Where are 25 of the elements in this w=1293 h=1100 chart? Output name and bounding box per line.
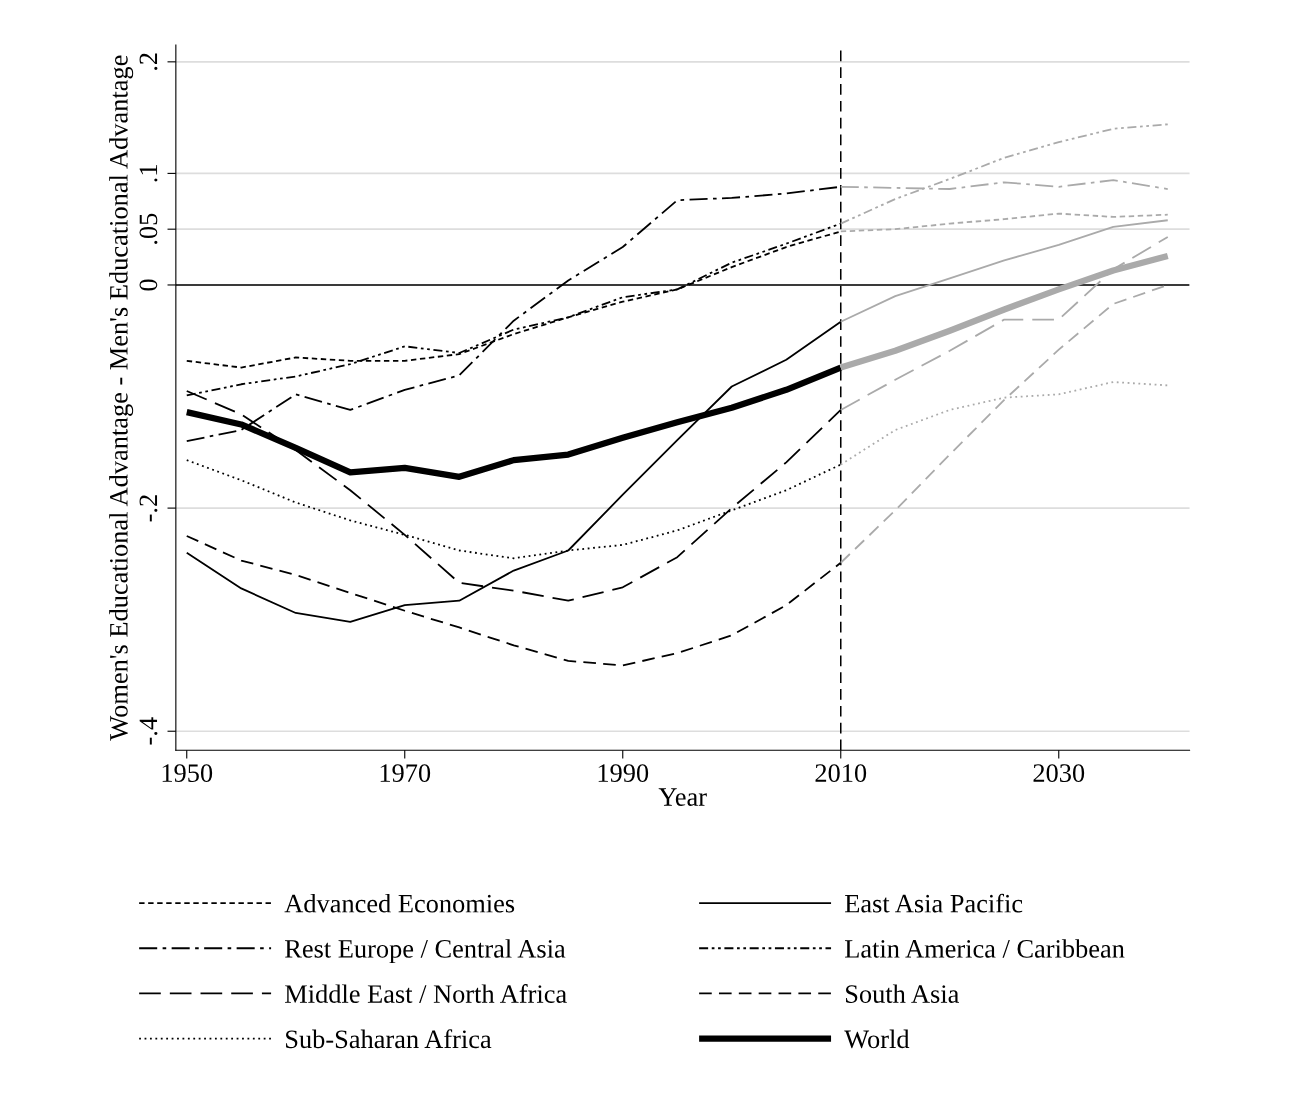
line-series [839,219,1169,323]
y-tick-label: -.4 [139,717,158,745]
line-series [839,236,1169,411]
x-tick-label: 2030 [1033,764,1085,782]
legend-label: Sub-Saharan Africa [286,1029,492,1049]
y-tick-label: .1 [139,165,158,182]
x-tick-label: 1970 [380,764,431,782]
y-axis-title: Women's Educational Advantage - Men's Educational Advantage [109,55,134,741]
legend-label: South Asia [846,984,959,1003]
x-axis-title: Year [658,788,707,806]
legend-label: Latin America / Caribbean [845,939,1125,958]
legend-label: Rest Europe / Central Asia [285,939,566,964]
y-tick-label: .2 [139,53,158,70]
legend-label: Advanced Economies [284,893,515,913]
legend-label: World [844,1029,910,1049]
x-tick-label: 1950 [162,764,213,782]
line-series [839,123,1169,225]
y-tick-label: -.2 [139,495,158,522]
y-tick-label: 0 [139,279,158,291]
x-tick-label: 2010 [815,764,867,782]
y-tick-label: .05 [139,213,158,244]
legend-label: East Asia Pacific [845,893,1023,913]
line-series [839,212,1169,233]
legend-label: Middle East / North Africa [285,984,567,1003]
x-tick-label: 1990 [598,764,649,782]
